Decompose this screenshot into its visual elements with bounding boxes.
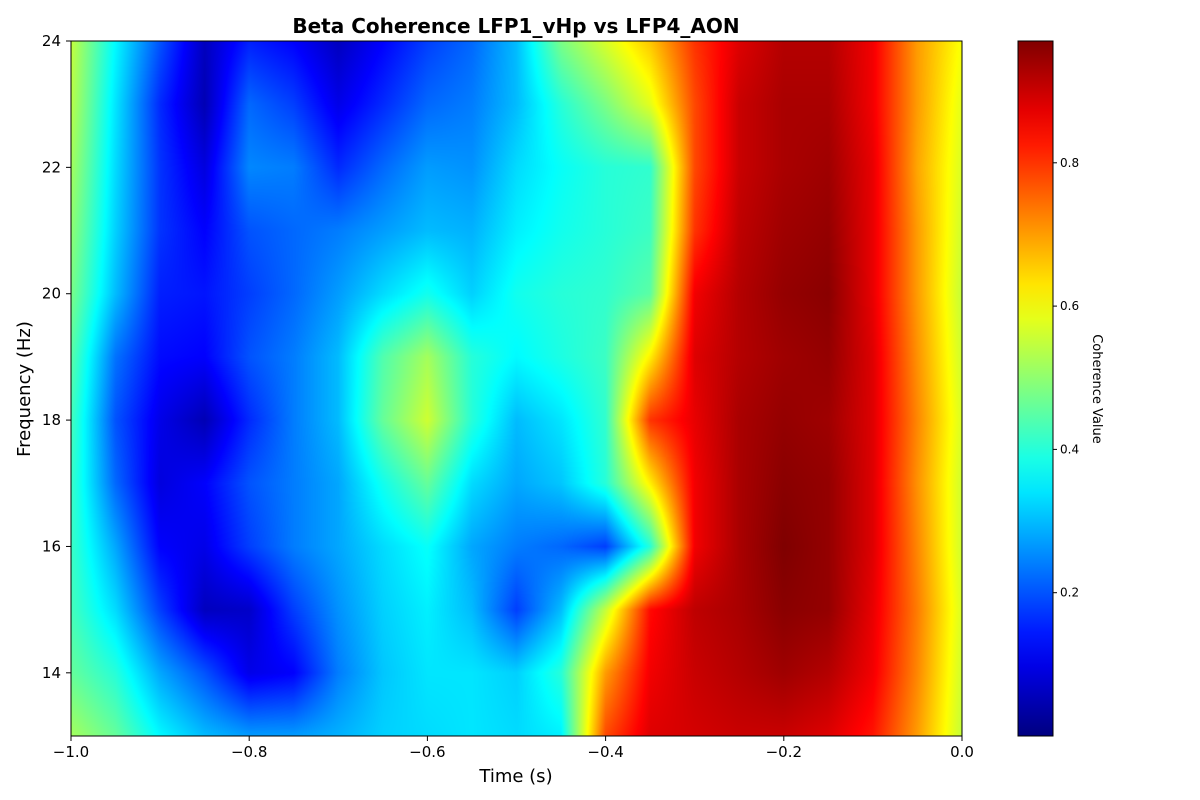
y-tick-label: 14 xyxy=(42,664,61,682)
y-tick-label: 18 xyxy=(42,411,61,429)
y-tick-label: 16 xyxy=(42,537,61,555)
y-axis-label: Frequency (Hz) xyxy=(14,321,35,457)
plot-area: −1.0 −0.8 −0.6 −0.4 −0.2 0.0 14 16 18 20 22 24 0.2 0.… xyxy=(42,32,1079,761)
colorbar xyxy=(1017,40,1054,737)
x-tick-label: 0.0 xyxy=(950,743,974,761)
y-tick-label: 22 xyxy=(42,158,61,176)
y-tick-label: 24 xyxy=(42,32,61,50)
x-axis-label: Time (s) xyxy=(478,766,552,787)
heatmap-raster xyxy=(71,41,962,736)
colorbar-label: Coherence Value xyxy=(1089,334,1104,444)
x-tick-label: −0.6 xyxy=(409,743,445,761)
y-tick-label: 20 xyxy=(42,285,61,303)
colorbar-tick-label: 0.8 xyxy=(1060,156,1079,170)
colorbar-tick-label: 0.6 xyxy=(1060,299,1079,313)
colorbar-tick-label: 0.4 xyxy=(1060,442,1079,456)
x-tick-label: −0.2 xyxy=(766,743,802,761)
x-tick-label: −0.8 xyxy=(231,743,267,761)
colorbar-tick-label: 0.2 xyxy=(1060,586,1079,600)
plot-frame xyxy=(70,40,963,737)
chart-title: Beta Coherence LFP1_vHp vs LFP4_AON xyxy=(292,14,739,38)
x-tick-label: −1.0 xyxy=(53,743,89,761)
x-tick-label: −0.4 xyxy=(587,743,623,761)
